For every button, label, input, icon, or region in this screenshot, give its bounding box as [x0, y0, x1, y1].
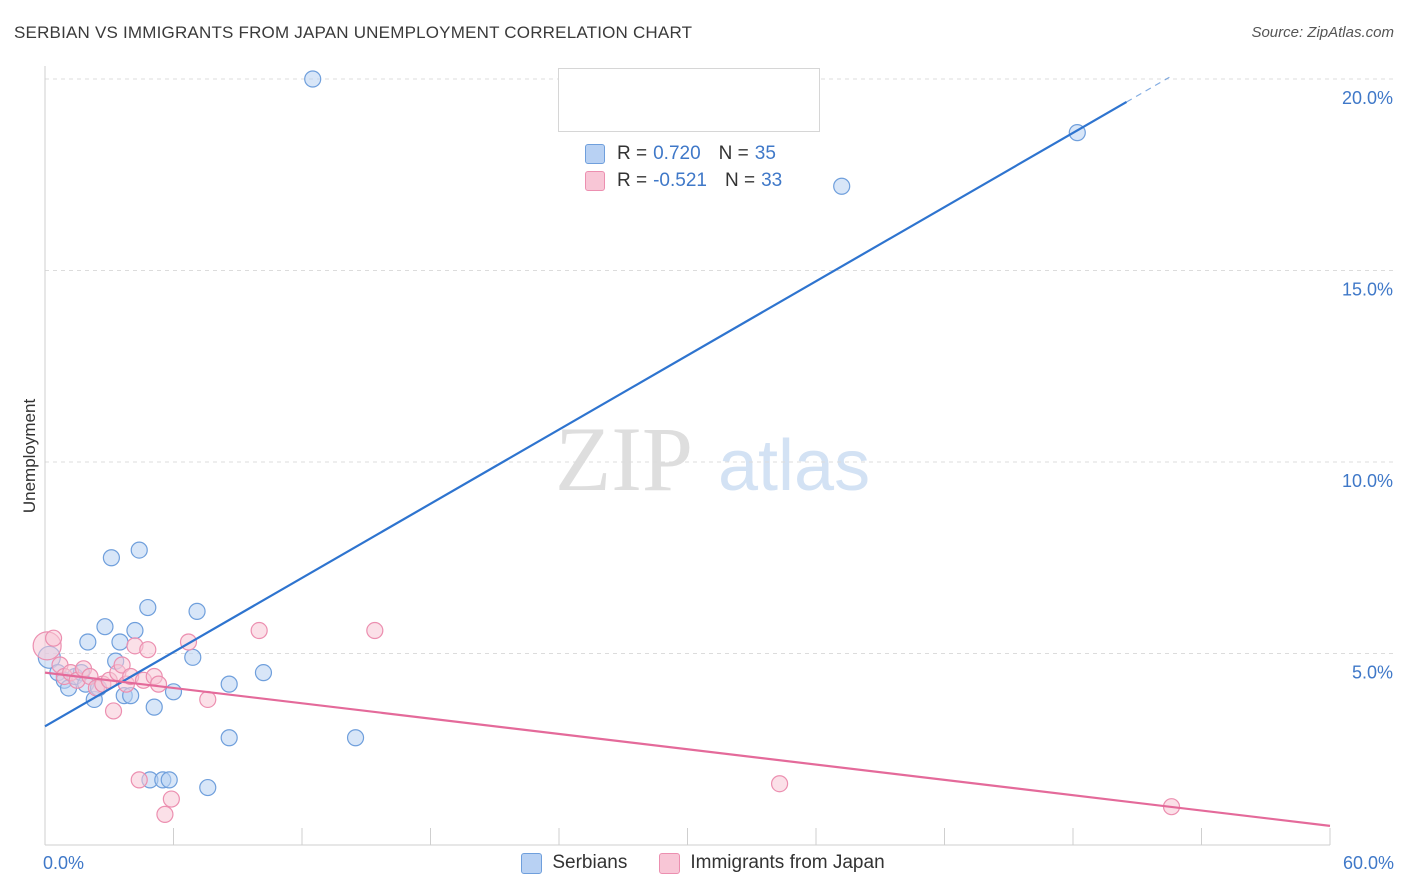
serbians-point [199, 778, 217, 797]
y-tick-label: 10.0% [1342, 471, 1393, 491]
japan-point [770, 775, 789, 793]
serbians-point [126, 621, 144, 640]
serbians-point [96, 618, 114, 636]
japan-point [162, 790, 180, 808]
serbians-point [160, 771, 178, 789]
japan-point [44, 629, 63, 647]
japan-legend-swatch [659, 852, 681, 874]
series-legend: Serbians Immigrants from Japan [0, 852, 1406, 874]
japan-point [139, 641, 157, 659]
serbians-r-value: 0.720 [653, 143, 701, 164]
y-tick-label: 20.0% [1342, 88, 1393, 108]
correlation-legend: R = 0.720 N = 35 R = -0.521 N = 33 [558, 68, 820, 191]
serbians-point [833, 177, 851, 195]
serbians-point [220, 729, 238, 747]
japan-point [156, 805, 174, 823]
japan-r-value: -0.521 [653, 170, 707, 191]
serbians-point [139, 598, 157, 617]
serbians-point [220, 675, 238, 693]
serbians-legend-swatch [521, 852, 543, 874]
serbians-r-label: R = [617, 143, 648, 164]
serbians-n-value: 35 [754, 143, 776, 164]
serbians-point [304, 70, 322, 88]
japan-point [149, 675, 168, 693]
legend-item-serbians[interactable]: Serbians [521, 852, 627, 874]
japan-point [199, 690, 217, 709]
japan-point [104, 702, 123, 720]
serbians-legend-label: Serbians [552, 852, 628, 873]
y-tick-label: 5.0% [1352, 663, 1393, 683]
japan-swatch [585, 171, 605, 191]
serbians-point [254, 664, 273, 682]
japan-n-label: N = [724, 170, 756, 191]
serbians-n-label: N = [718, 143, 749, 164]
serbians-trend-extension [1126, 76, 1170, 103]
legend-row-serbians: R = 0.720 N = 35 [585, 141, 776, 167]
legend-row-japan: R = -0.521 N = 33 [585, 168, 782, 194]
y-axis-label: Unemployment [20, 399, 39, 514]
serbians-point [184, 648, 202, 666]
japan-n-value: 33 [761, 170, 783, 191]
serbians-point [145, 698, 163, 716]
serbians-point [346, 729, 365, 747]
watermark-atlas: atlas [718, 426, 870, 506]
serbians-point [79, 633, 97, 651]
japan-r-label: R = [617, 170, 648, 191]
x-tick-label: 60.0% [1343, 853, 1394, 873]
serbians-point [130, 541, 148, 559]
japan-point [366, 621, 384, 640]
serbians-point [111, 633, 129, 651]
japan-point [113, 656, 131, 674]
source-label: Source: ZipAtlas.com [1251, 24, 1394, 41]
chart-title: SERBIAN VS IMMIGRANTS FROM JAPAN UNEMPLO… [14, 23, 693, 42]
legend-item-japan[interactable]: Immigrants from Japan [659, 852, 885, 874]
japan-legend-label: Immigrants from Japan [690, 852, 885, 873]
japan-point [250, 621, 268, 640]
serbians-trend-line [44, 101, 1128, 728]
japan-trend-line [44, 671, 1331, 827]
serbians-point [188, 602, 206, 620]
serbians-point [102, 549, 120, 567]
serbians-swatch [585, 144, 605, 164]
x-tick-label: 0.0% [43, 853, 84, 873]
y-tick-label: 15.0% [1342, 280, 1393, 300]
japan-point [130, 771, 148, 789]
watermark-zip: ZIP [555, 408, 693, 510]
